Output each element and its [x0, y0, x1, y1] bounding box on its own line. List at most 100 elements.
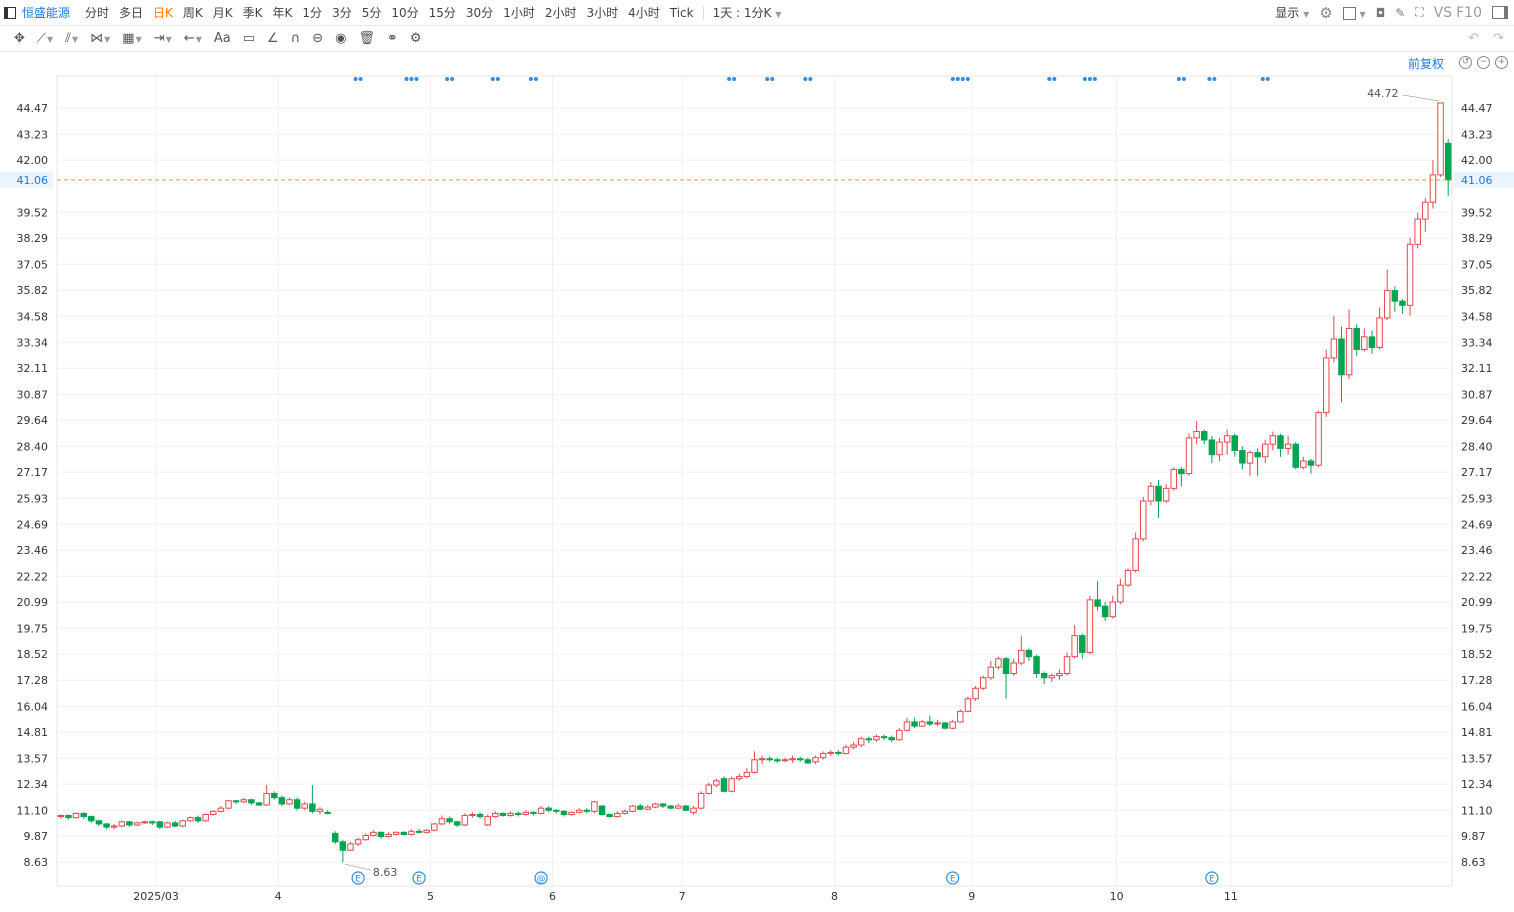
candle[interactable]: [1406, 243, 1414, 306]
candle[interactable]: [1079, 635, 1086, 653]
candle[interactable]: [1429, 174, 1437, 203]
info-dot[interactable]: [1212, 77, 1217, 81]
candle[interactable]: [819, 752, 827, 759]
info-dot[interactable]: [358, 77, 363, 81]
candle[interactable]: [293, 799, 301, 809]
timeframe-tab[interactable]: 15分: [428, 6, 456, 20]
candle[interactable]: [1071, 635, 1078, 658]
timeframe-tab[interactable]: 年K: [272, 6, 293, 20]
candle[interactable]: [316, 808, 324, 812]
candle[interactable]: [911, 721, 918, 727]
timeframe-tab[interactable]: Tick: [669, 5, 694, 20]
candle[interactable]: [957, 710, 964, 723]
candle[interactable]: [1231, 435, 1238, 451]
event-marker-icon[interactable]: [534, 871, 548, 885]
info-dot[interactable]: [445, 77, 450, 81]
candle[interactable]: [1094, 599, 1101, 607]
candle[interactable]: [118, 821, 126, 827]
candle[interactable]: [95, 820, 103, 825]
candle[interactable]: [896, 729, 903, 741]
timeframe-tab[interactable]: 30分: [465, 6, 494, 20]
candle[interactable]: [979, 677, 987, 689]
pattern-tool-icon[interactable]: ⋈▼: [90, 31, 111, 46]
candle[interactable]: [774, 759, 781, 762]
candle[interactable]: [415, 830, 423, 833]
candle[interactable]: [530, 811, 537, 814]
candle[interactable]: [1437, 102, 1444, 176]
candle[interactable]: [614, 812, 621, 818]
candle[interactable]: [705, 784, 713, 794]
move-icon[interactable]: ✥: [14, 31, 25, 46]
candle[interactable]: [690, 807, 697, 813]
candle[interactable]: [331, 832, 339, 843]
candle[interactable]: [789, 758, 796, 761]
reset-icon[interactable]: ↺: [1459, 56, 1472, 69]
candle[interactable]: [812, 757, 819, 763]
text-tool[interactable]: Aa: [213, 31, 231, 46]
candle[interactable]: [1147, 485, 1155, 502]
candle[interactable]: [926, 721, 934, 725]
info-dot[interactable]: [1052, 77, 1057, 81]
candle[interactable]: [110, 825, 118, 828]
event-marker-icon[interactable]: [1205, 871, 1219, 885]
info-dot[interactable]: [1181, 77, 1186, 81]
candle[interactable]: [850, 744, 857, 748]
candle[interactable]: [225, 800, 232, 809]
candle[interactable]: [591, 801, 598, 812]
magnet-icon[interactable]: ∩: [290, 31, 301, 46]
candle[interactable]: [1345, 327, 1353, 376]
timeframe-tab[interactable]: 多日: [119, 6, 144, 20]
candle[interactable]: [644, 806, 652, 810]
candle[interactable]: [286, 799, 293, 805]
candle[interactable]: [210, 810, 217, 815]
display-dropdown[interactable]: 显示 ▼: [1275, 4, 1309, 21]
redo-icon[interactable]: ↷: [1493, 31, 1504, 46]
panel-icon[interactable]: [1492, 6, 1508, 19]
candle[interactable]: [636, 805, 644, 810]
candle[interactable]: [476, 813, 484, 818]
compare-icon[interactable]: ⚭: [386, 31, 398, 46]
candle[interactable]: [697, 792, 705, 809]
candle[interactable]: [987, 666, 995, 679]
candle[interactable]: [568, 811, 575, 815]
info-dot[interactable]: [490, 77, 495, 81]
candle[interactable]: [133, 822, 141, 826]
candle[interactable]: [423, 829, 430, 833]
zoom-in-icon[interactable]: +: [1495, 56, 1508, 69]
candle[interactable]: [903, 721, 911, 731]
candle[interactable]: [1056, 673, 1063, 677]
candle[interactable]: [1269, 435, 1277, 445]
candle[interactable]: [758, 758, 766, 761]
candle[interactable]: [1109, 601, 1117, 618]
sidebar-toggle-icon[interactable]: [4, 6, 16, 19]
candle[interactable]: [713, 780, 720, 786]
candle[interactable]: [1193, 431, 1200, 439]
info-dot[interactable]: [1047, 77, 1052, 81]
candle[interactable]: [720, 778, 728, 792]
candle[interactable]: [545, 807, 552, 811]
candle[interactable]: [652, 803, 659, 808]
candle[interactable]: [1033, 656, 1040, 675]
candle[interactable]: [1162, 487, 1170, 502]
visibility-icon[interactable]: ◉: [335, 31, 347, 46]
candle[interactable]: [72, 812, 80, 819]
candle[interactable]: [675, 805, 682, 809]
candle[interactable]: [1315, 412, 1322, 466]
undo-icon[interactable]: ↶: [1468, 31, 1480, 46]
candle[interactable]: [65, 815, 72, 819]
info-dot[interactable]: [1260, 77, 1265, 81]
candle[interactable]: [1140, 500, 1147, 540]
candle[interactable]: [446, 818, 453, 823]
angle-tool-icon[interactable]: ∠: [267, 31, 279, 46]
candle[interactable]: [1223, 435, 1231, 443]
candle[interactable]: [736, 776, 743, 780]
event-marker-icon[interactable]: [946, 871, 960, 885]
info-dot[interactable]: [1265, 77, 1270, 81]
candle[interactable]: [1216, 441, 1223, 456]
candle[interactable]: [1353, 327, 1360, 351]
candle[interactable]: [949, 721, 956, 729]
timeframe-tab[interactable]: 5分: [361, 6, 382, 20]
candle[interactable]: [1368, 336, 1376, 348]
candle[interactable]: [1322, 357, 1330, 414]
info-dot[interactable]: [414, 77, 419, 81]
